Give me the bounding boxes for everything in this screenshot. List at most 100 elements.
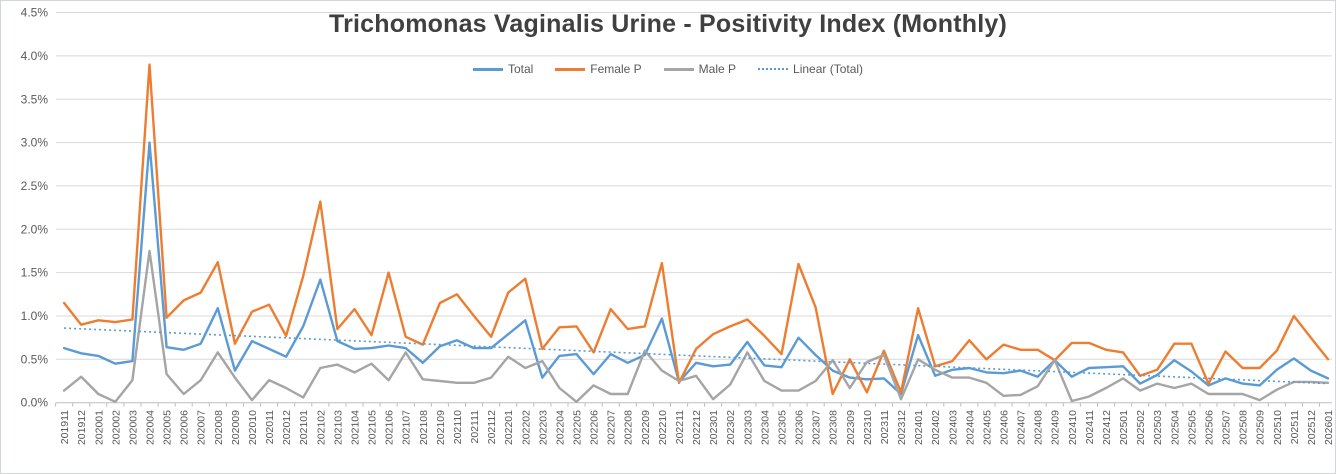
x-axis-tick-label: 202108 bbox=[418, 410, 430, 445]
legend-label: Female P bbox=[590, 62, 642, 76]
x-axis-tick-label: 202505 bbox=[1186, 410, 1198, 445]
x-axis-tick-label: 202412 bbox=[1101, 410, 1113, 445]
x-axis-tick-label: 202302 bbox=[725, 410, 737, 445]
x-axis-tick-label: 202003 bbox=[127, 410, 139, 445]
x-axis-tick-label: 202212 bbox=[691, 410, 703, 445]
x-axis-tick-label: 202511 bbox=[1289, 410, 1301, 444]
x-axis-tick-label: 202307 bbox=[811, 410, 823, 445]
x-axis-tick-label: 202207 bbox=[606, 410, 618, 445]
x-axis-tick-label: 202107 bbox=[401, 410, 413, 445]
x-axis-tick-label: 202106 bbox=[384, 410, 396, 445]
x-axis-tick-label: 202601 bbox=[1323, 410, 1335, 445]
legend-label: Male P bbox=[698, 62, 737, 76]
series-line-male-p bbox=[62, 249, 1330, 403]
x-axis-tick-label: 202104 bbox=[350, 410, 362, 445]
x-axis-tick-label: 202005 bbox=[162, 410, 174, 445]
x-axis-tick-label: 202203 bbox=[537, 410, 549, 445]
x-axis-tick-label: 202102 bbox=[315, 410, 327, 445]
x-axis-tick-label: 202301 bbox=[708, 410, 720, 445]
x-axis-tick-label: 202508 bbox=[1238, 410, 1250, 445]
y-axis-tick-label: 0.0% bbox=[21, 396, 49, 410]
x-axis-tick-label: 202101 bbox=[298, 410, 310, 445]
x-axis-tick-label: 202306 bbox=[794, 410, 806, 445]
x-axis-tick-label: 202312 bbox=[896, 410, 908, 445]
x-axis-tick-label: 202506 bbox=[1204, 410, 1216, 445]
x-axis-tick-label: 202409 bbox=[1050, 410, 1062, 445]
x-axis-tick-label: 202006 bbox=[179, 410, 191, 445]
x-axis-tick-label: 202208 bbox=[623, 410, 635, 445]
x-axis-tick-label: 202401 bbox=[913, 410, 925, 445]
x-axis-tick-label: 202001 bbox=[93, 410, 105, 445]
x-axis-tick-label: 201912 bbox=[76, 410, 88, 445]
x-axis-tick-label: 202303 bbox=[742, 410, 754, 445]
legend-swatch-icon bbox=[555, 67, 586, 71]
x-axis-tick-label: 202012 bbox=[281, 410, 293, 445]
x-axis-tick-label: 202205 bbox=[572, 410, 584, 445]
legend-swatch-icon bbox=[758, 68, 789, 70]
legend-item-female-p: Female P bbox=[555, 62, 642, 76]
y-axis-tick-label: 3.0% bbox=[21, 136, 49, 150]
x-axis-tick-label: 202410 bbox=[1067, 410, 1079, 445]
x-axis-tick-label: 201911 bbox=[59, 410, 71, 444]
legend-item-linear-total-: Linear (Total) bbox=[758, 62, 863, 76]
x-axis-tick-label: 202404 bbox=[964, 410, 976, 445]
x-axis-tick-label: 202111 bbox=[469, 410, 481, 444]
x-axis-tick-label: 202210 bbox=[657, 410, 669, 445]
x-axis-tick-label: 202311 bbox=[879, 410, 891, 444]
x-axis-tick-label: 202204 bbox=[554, 410, 566, 445]
legend-swatch-icon bbox=[663, 67, 694, 71]
x-axis-tick-label: 202010 bbox=[247, 410, 259, 445]
x-axis-tick-label: 202405 bbox=[981, 410, 993, 445]
x-axis-tick-label: 202211 bbox=[674, 410, 686, 444]
legend-item-male-p: Male P bbox=[663, 62, 737, 76]
x-axis-tick-label: 202304 bbox=[759, 410, 771, 445]
y-axis-tick-label: 3.5% bbox=[21, 92, 49, 106]
y-axis-tick-label: 0.5% bbox=[21, 352, 49, 366]
y-axis-tick-label: 2.0% bbox=[21, 222, 49, 236]
y-axis-tick-label: 4.0% bbox=[21, 49, 49, 63]
x-axis-tick-label: 202407 bbox=[1016, 410, 1028, 445]
x-axis-tick-label: 202309 bbox=[845, 410, 857, 445]
chart-title: Trichomonas Vaginalis Urine - Positivity… bbox=[329, 10, 1007, 38]
x-axis-tick-label: 202206 bbox=[589, 410, 601, 445]
series-line-total bbox=[62, 141, 1330, 396]
x-axis-tick-label: 202202 bbox=[520, 410, 532, 445]
y-axis-tick-label: 1.0% bbox=[21, 309, 49, 323]
x-axis-tick-label: 202512 bbox=[1306, 410, 1318, 445]
x-axis-tick-label: 202510 bbox=[1272, 410, 1284, 445]
x-axis-tick-label: 202009 bbox=[230, 410, 242, 445]
x-axis-tick-label: 202109 bbox=[435, 410, 447, 445]
y-axis-tick-label: 2.5% bbox=[21, 179, 49, 193]
x-axis-tick-label: 202406 bbox=[999, 410, 1011, 445]
x-axis-tick-label: 202112 bbox=[486, 410, 498, 444]
x-axis-tick-label: 202411 bbox=[1084, 410, 1096, 444]
x-axis-tick-label: 202504 bbox=[1169, 410, 1181, 445]
x-axis-tick-label: 202408 bbox=[1033, 410, 1045, 445]
legend-label: Linear (Total) bbox=[793, 62, 864, 76]
legend-swatch-icon bbox=[472, 67, 503, 71]
x-axis-tick-label: 202002 bbox=[110, 410, 122, 445]
x-axis-tick-label: 202209 bbox=[640, 410, 652, 445]
x-axis-tick-label: 202201 bbox=[503, 410, 515, 445]
legend-label: Total bbox=[507, 62, 534, 76]
x-axis-tick-label: 202509 bbox=[1255, 410, 1267, 445]
x-axis-tick-label: 202402 bbox=[930, 410, 942, 445]
x-axis-tick-label: 202007 bbox=[196, 410, 208, 445]
x-axis-tick-label: 202501 bbox=[1118, 410, 1130, 445]
x-axis-tick-label: 202502 bbox=[1135, 410, 1147, 445]
x-axis-tick-label: 202008 bbox=[213, 410, 225, 445]
x-axis-tick-label: 202105 bbox=[367, 410, 379, 445]
y-axis-tick-label: 1.5% bbox=[21, 266, 49, 280]
x-axis-tick-label: 202403 bbox=[947, 410, 959, 445]
x-axis-tick-label: 202503 bbox=[1152, 410, 1164, 445]
x-axis-tick-label: 202103 bbox=[332, 410, 344, 445]
x-axis-tick-label: 202110 bbox=[452, 410, 464, 444]
x-axis-tick-label: 202507 bbox=[1221, 410, 1233, 445]
x-axis-tick-label: 202310 bbox=[862, 410, 874, 445]
y-axis-tick-label: 4.5% bbox=[21, 6, 49, 20]
legend-item-total: Total bbox=[472, 62, 534, 76]
chart-legend: Total Female P Male P Linear (Total) bbox=[1, 62, 1335, 76]
trendline-linear-total- bbox=[64, 327, 1329, 385]
